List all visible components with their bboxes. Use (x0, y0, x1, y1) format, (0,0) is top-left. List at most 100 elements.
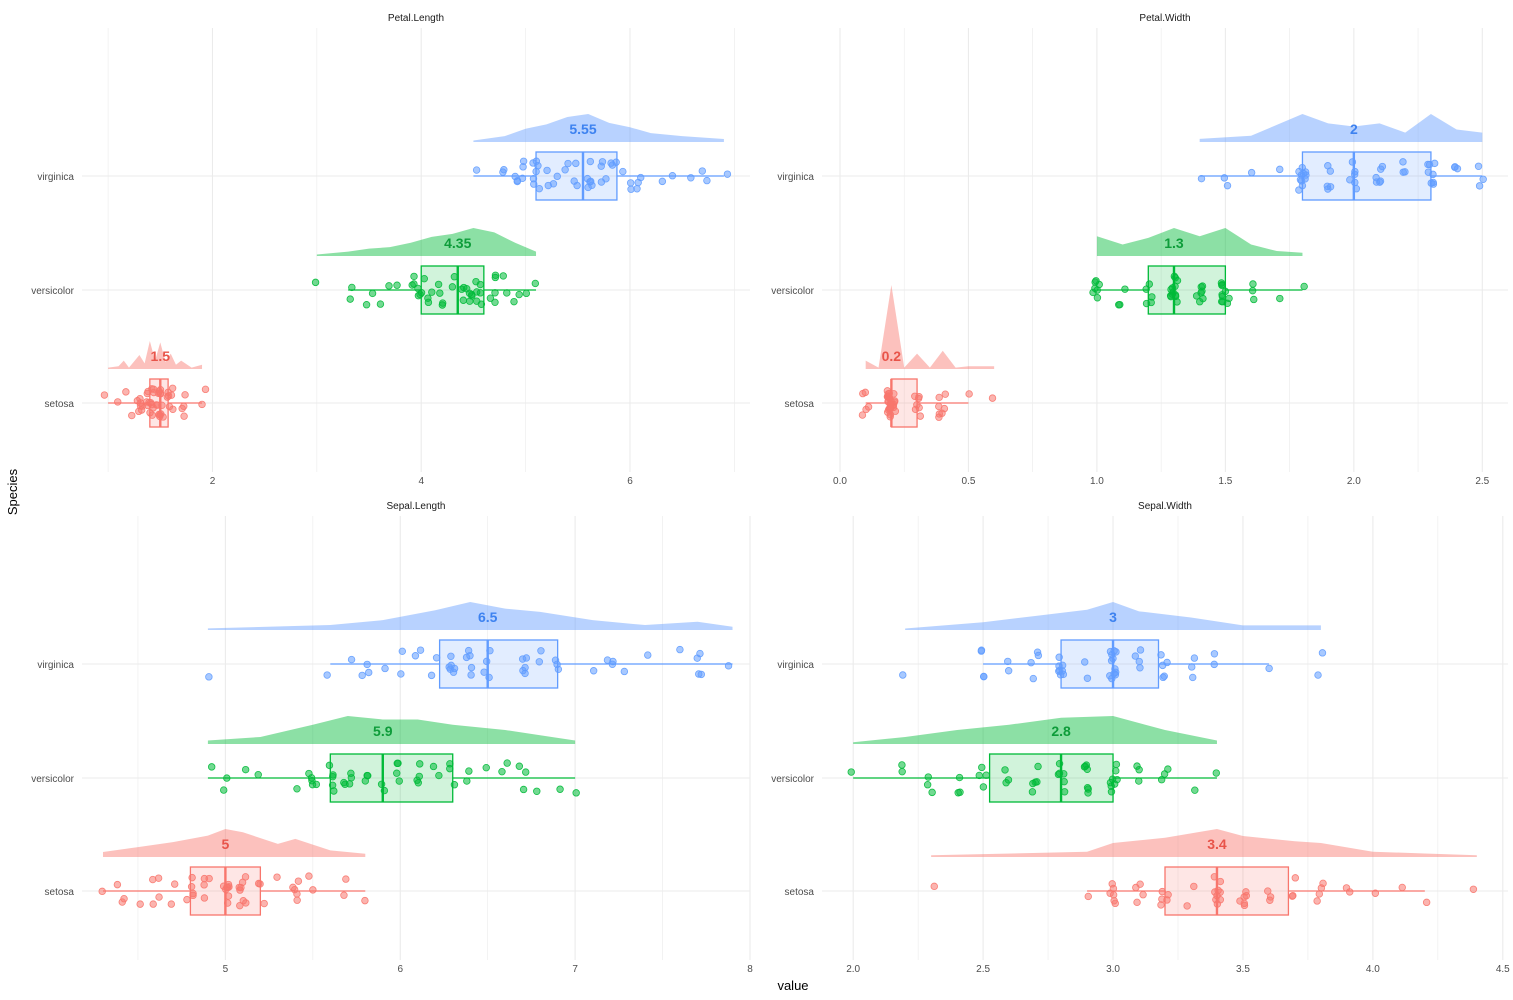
data-point (361, 896, 369, 905)
y-tick-label: versicolor (31, 774, 74, 785)
data-point (1004, 667, 1013, 675)
data-point (522, 768, 530, 776)
data-point (977, 646, 986, 654)
data-point (1031, 778, 1039, 786)
data-point (1469, 885, 1478, 893)
data-point (1223, 181, 1232, 190)
data-point (445, 663, 453, 671)
x-tick-label: 1.5 (1218, 476, 1232, 487)
data-point (293, 896, 301, 904)
data-point (1110, 780, 1119, 788)
data-point (457, 285, 466, 293)
y-tick-label: versicolor (31, 286, 74, 297)
data-point (965, 390, 973, 398)
data-point (128, 411, 136, 420)
density-setosa (931, 829, 1477, 857)
data-point (1190, 882, 1198, 891)
data-point (365, 668, 373, 677)
data-point (913, 401, 921, 409)
data-point (200, 874, 209, 883)
data-point (598, 158, 607, 166)
median-label-setosa: 5 (221, 836, 229, 852)
data-point (544, 181, 552, 190)
facet-title: Sepal.Width (1138, 501, 1192, 512)
data-point (620, 667, 629, 676)
data-point (1479, 175, 1487, 183)
data-point (519, 785, 528, 794)
data-point (113, 880, 122, 889)
data-point (1220, 174, 1229, 182)
data-point (411, 652, 420, 660)
data-point (428, 288, 436, 296)
median-label-versicolor: 5.9 (373, 723, 393, 739)
data-point (697, 670, 705, 679)
data-point (644, 651, 652, 659)
data-point (1372, 173, 1380, 182)
data-point (935, 393, 943, 402)
data-point (564, 159, 572, 168)
data-point (1424, 160, 1432, 169)
data-point (340, 891, 348, 899)
data-point (376, 300, 385, 308)
data-point (898, 767, 906, 776)
data-point (122, 388, 130, 396)
data-point (1135, 777, 1143, 785)
data-point (436, 289, 444, 297)
data-point (362, 301, 371, 309)
data-point (1160, 672, 1168, 680)
x-tick-label: 7 (572, 964, 578, 975)
y-tick-label: virginica (777, 660, 814, 671)
x-tick-label: 6 (627, 476, 633, 487)
data-point (529, 175, 538, 183)
data-point (1163, 896, 1171, 904)
median-label-versicolor: 1.3 (1164, 235, 1184, 251)
data-point (1027, 658, 1035, 667)
facet-panel: Petal.Length 2 4 6 setosa versicolor virginica… (31, 13, 750, 487)
data-point (1136, 664, 1144, 672)
data-point (1218, 292, 1227, 301)
data-point (915, 393, 923, 401)
data-point (136, 399, 145, 407)
data-point (1196, 297, 1204, 306)
data-point (898, 761, 906, 769)
x-tick-label: 3.5 (1236, 964, 1250, 975)
data-point (1093, 294, 1102, 302)
x-tick-label: 2.0 (1347, 476, 1361, 487)
data-point (1034, 762, 1042, 771)
data-point (329, 771, 337, 779)
x-tick-label: 2 (210, 476, 216, 487)
data-point (1451, 163, 1459, 171)
data-point (1324, 185, 1332, 193)
data-point (499, 168, 507, 176)
data-point (170, 880, 179, 888)
data-point (395, 777, 403, 785)
data-point (1302, 171, 1310, 179)
data-point (1192, 292, 1201, 300)
data-point (1265, 664, 1273, 673)
density-versicolor (853, 716, 1217, 744)
data-point (459, 296, 468, 304)
data-point (1266, 896, 1274, 904)
x-tick-label: 3.0 (1106, 964, 1120, 975)
data-point (1060, 788, 1069, 796)
x-tick-label: 4.0 (1366, 964, 1380, 975)
data-point (923, 781, 932, 789)
density-virginica (1199, 114, 1483, 142)
facet-title: Petal.Width (1139, 13, 1190, 24)
data-point (189, 889, 197, 898)
data-point (978, 763, 986, 772)
data-point (515, 762, 524, 770)
data-point (1133, 898, 1141, 907)
data-point (533, 787, 541, 795)
data-point (1317, 884, 1326, 892)
data-point (1475, 182, 1484, 190)
data-point (1136, 646, 1145, 654)
y-axis-title: Species (5, 468, 20, 515)
data-point (1183, 902, 1191, 910)
data-point (323, 671, 331, 679)
data-point (1081, 658, 1089, 666)
facet-panel: Petal.Width 0.0 0.5 1.0 1.5 2.0 2.5 setosa versi… (771, 13, 1508, 487)
data-point (1157, 901, 1165, 909)
data-point (200, 881, 208, 889)
data-point (1429, 178, 1437, 187)
